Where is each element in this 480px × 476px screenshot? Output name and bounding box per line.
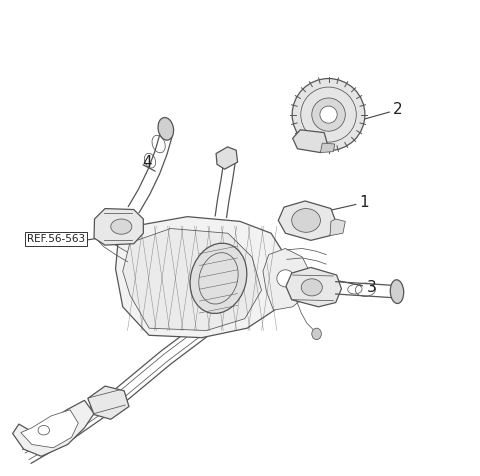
Ellipse shape: [312, 98, 345, 131]
Polygon shape: [278, 201, 336, 240]
Text: 3: 3: [367, 280, 377, 295]
Ellipse shape: [277, 270, 294, 287]
Polygon shape: [88, 386, 129, 419]
Polygon shape: [116, 217, 288, 337]
Ellipse shape: [190, 243, 247, 314]
Polygon shape: [330, 219, 345, 236]
Text: 4: 4: [142, 155, 152, 169]
Text: 2: 2: [393, 102, 403, 118]
Ellipse shape: [301, 279, 323, 296]
Ellipse shape: [292, 208, 321, 232]
Polygon shape: [123, 228, 262, 330]
Polygon shape: [94, 208, 144, 245]
Text: REF.56-563: REF.56-563: [27, 234, 85, 244]
Polygon shape: [293, 130, 327, 153]
Ellipse shape: [292, 79, 365, 151]
Ellipse shape: [320, 106, 337, 123]
Polygon shape: [286, 268, 341, 307]
Polygon shape: [321, 143, 335, 153]
Polygon shape: [12, 400, 94, 456]
Polygon shape: [216, 147, 238, 169]
Polygon shape: [21, 410, 78, 448]
Ellipse shape: [390, 280, 404, 304]
Polygon shape: [263, 248, 312, 310]
Text: 1: 1: [360, 195, 369, 210]
Ellipse shape: [111, 219, 132, 234]
Ellipse shape: [312, 328, 322, 339]
Ellipse shape: [38, 426, 49, 435]
Ellipse shape: [158, 118, 174, 140]
